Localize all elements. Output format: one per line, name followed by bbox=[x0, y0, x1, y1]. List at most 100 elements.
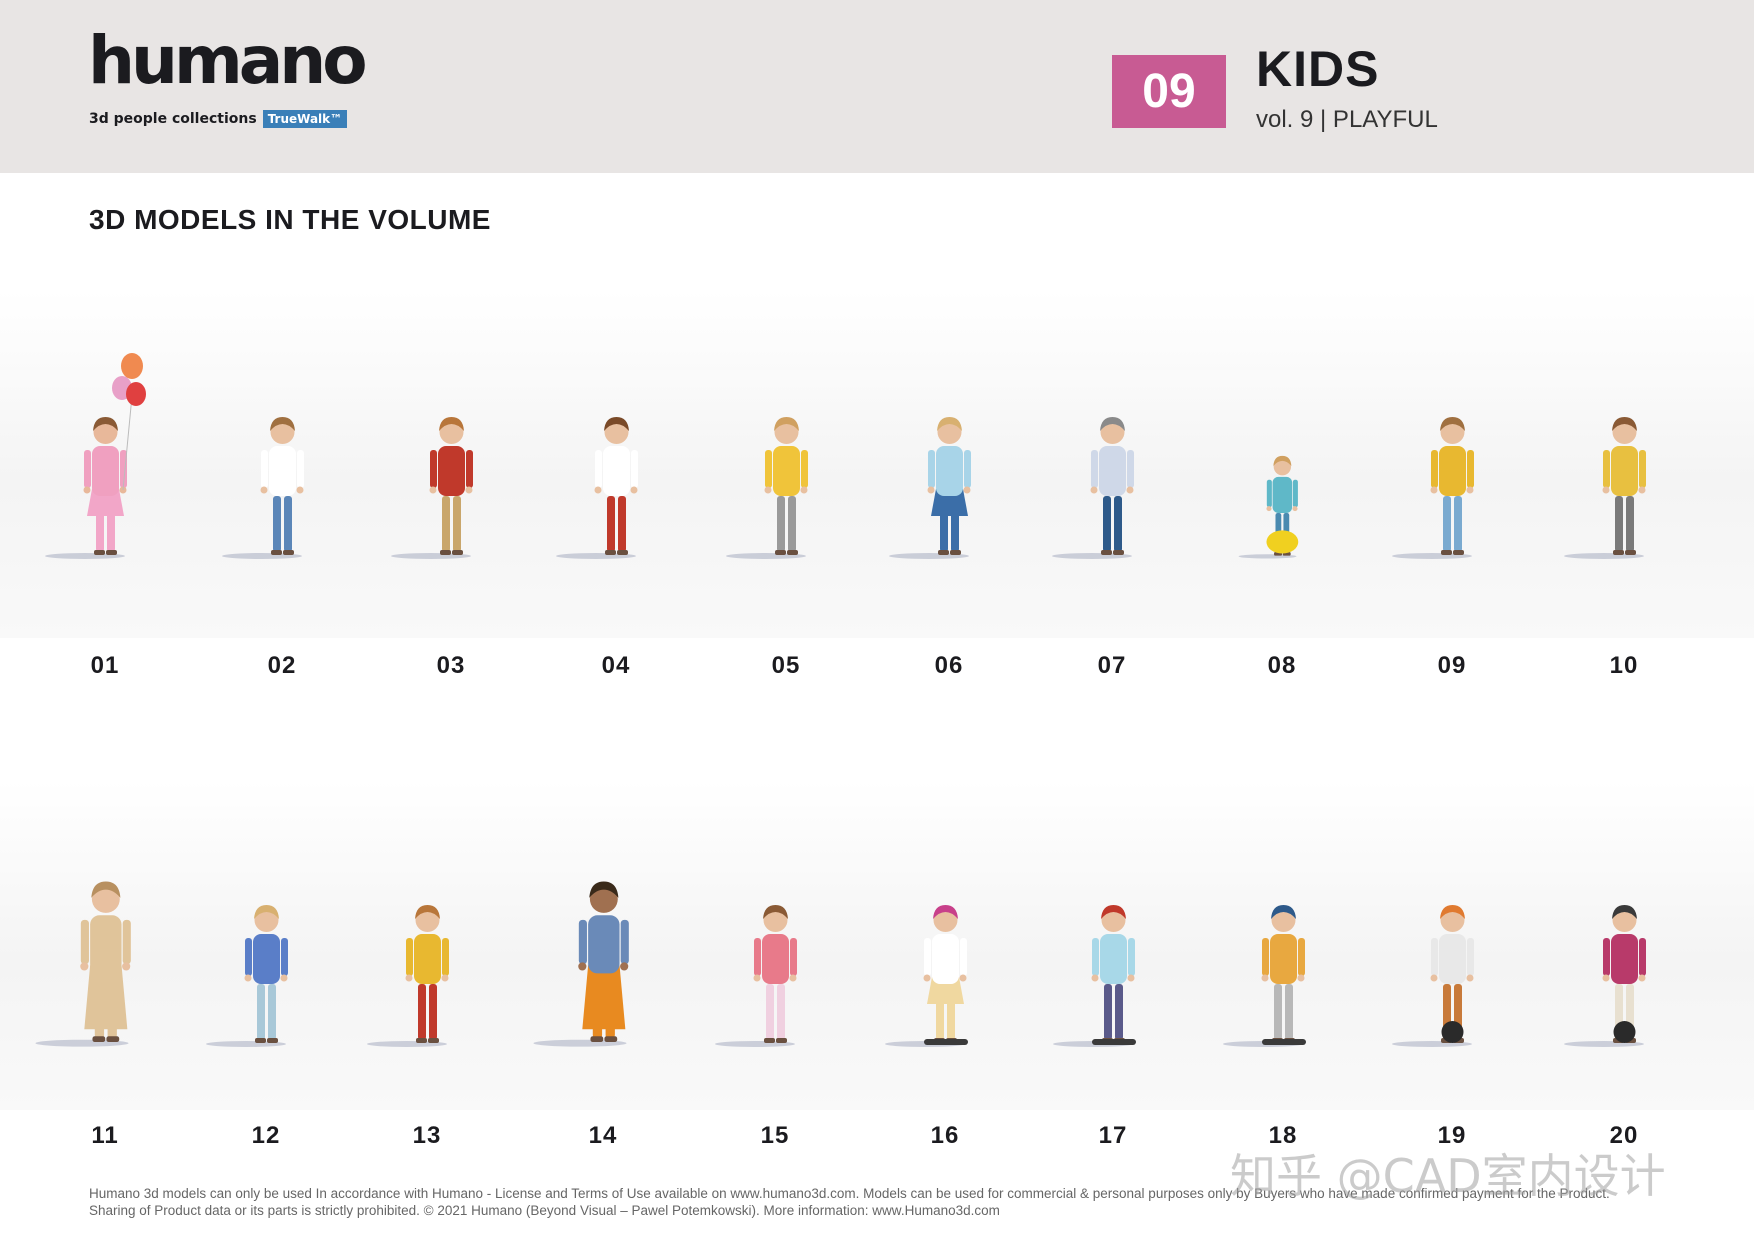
model-shoe bbox=[1613, 550, 1624, 555]
model-torso bbox=[1611, 446, 1638, 496]
model-hair bbox=[1101, 905, 1126, 919]
model-hand bbox=[79, 961, 89, 971]
model-arm bbox=[1298, 938, 1305, 976]
model-hand bbox=[789, 974, 797, 982]
model-label-04: 04 bbox=[601, 652, 631, 679]
unicycle-wheel bbox=[1613, 1021, 1636, 1043]
model-arm bbox=[1467, 450, 1474, 488]
ride-on-toy bbox=[1266, 530, 1299, 554]
model-figure-07 bbox=[1052, 417, 1134, 559]
model-label-15: 15 bbox=[760, 1122, 790, 1149]
model-shadow bbox=[45, 553, 125, 559]
model-leg bbox=[453, 496, 461, 552]
model-torso bbox=[269, 446, 296, 496]
model-head bbox=[1440, 420, 1465, 444]
model-hair bbox=[1440, 905, 1465, 919]
model-label-19: 19 bbox=[1437, 1122, 1467, 1149]
model-hand bbox=[441, 974, 449, 982]
model-torso bbox=[1439, 934, 1466, 984]
watermark: 知乎 @CAD室内设计 bbox=[1230, 1149, 1666, 1203]
model-shoe bbox=[106, 550, 117, 555]
model-torso bbox=[414, 934, 441, 984]
model-label-20: 20 bbox=[1609, 1122, 1639, 1149]
model-figure-11 bbox=[35, 881, 131, 1047]
model-arm bbox=[466, 450, 473, 488]
section-heading: 3D MODELS IN THE VOLUME bbox=[89, 204, 491, 235]
model-arm bbox=[1639, 938, 1646, 976]
model-hair bbox=[1271, 905, 1296, 919]
model-arm bbox=[84, 450, 91, 488]
model-leg bbox=[607, 496, 615, 552]
model-torso bbox=[89, 914, 122, 973]
model-label-11: 11 bbox=[91, 1122, 119, 1149]
model-arm bbox=[1467, 938, 1474, 976]
model-shoe bbox=[787, 550, 798, 555]
model-figure-18 bbox=[1223, 905, 1306, 1047]
model-shadow bbox=[1052, 553, 1132, 559]
model-torso bbox=[1270, 934, 1297, 984]
model-shoe bbox=[617, 550, 628, 555]
model-arm bbox=[122, 919, 131, 964]
model-arm bbox=[765, 450, 772, 488]
model-hand bbox=[121, 961, 131, 971]
model-hair bbox=[91, 881, 121, 898]
model-hand bbox=[619, 961, 629, 971]
model-leg bbox=[1103, 496, 1111, 552]
model-leg bbox=[1443, 496, 1451, 552]
model-shoe bbox=[775, 550, 786, 555]
model-leg bbox=[777, 984, 785, 1040]
model-head bbox=[763, 908, 788, 932]
model-hand bbox=[1127, 974, 1135, 982]
model-shoe bbox=[428, 1038, 439, 1043]
model-hair bbox=[1612, 417, 1637, 431]
model-hand bbox=[630, 486, 638, 494]
model-shoe bbox=[1453, 550, 1464, 555]
model-head bbox=[1271, 908, 1296, 932]
model-arm bbox=[578, 919, 587, 964]
model-arm bbox=[1603, 938, 1610, 976]
hoverboard bbox=[1262, 1039, 1306, 1045]
model-leg bbox=[766, 984, 774, 1040]
model-arm bbox=[790, 938, 797, 976]
model-torso bbox=[587, 914, 620, 973]
model-torso bbox=[253, 934, 280, 984]
model-shoe bbox=[1441, 550, 1452, 555]
model-arm bbox=[430, 450, 437, 488]
model-shadow bbox=[1238, 554, 1297, 559]
model-arm bbox=[1128, 938, 1135, 976]
model-skirt bbox=[84, 964, 128, 1029]
model-arm bbox=[1091, 450, 1098, 488]
model-label-08: 08 bbox=[1267, 652, 1297, 679]
model-label-02: 02 bbox=[267, 652, 297, 679]
model-arm bbox=[281, 938, 288, 976]
model-figure-09 bbox=[1392, 417, 1474, 559]
model-torso bbox=[1439, 446, 1466, 496]
model-shoe bbox=[267, 1038, 278, 1043]
model-hand bbox=[577, 961, 587, 971]
model-figure-19 bbox=[1392, 905, 1474, 1047]
model-hair bbox=[933, 905, 958, 919]
model-torso bbox=[1611, 934, 1638, 984]
logo-tagline: 3d people collections bbox=[89, 111, 257, 127]
model-arm bbox=[120, 450, 127, 488]
model-arm bbox=[754, 938, 761, 976]
model-shadow bbox=[367, 1041, 447, 1047]
model-torso bbox=[92, 446, 119, 496]
model-hand bbox=[1091, 974, 1099, 982]
model-hair bbox=[604, 417, 629, 431]
model-shoe bbox=[283, 550, 294, 555]
model-figure-01 bbox=[45, 353, 146, 559]
model-hand bbox=[800, 486, 808, 494]
logo-wordmark: humano bbox=[88, 22, 368, 99]
model-label-16: 16 bbox=[930, 1122, 960, 1149]
model-leg bbox=[1615, 496, 1623, 552]
model-arm bbox=[1127, 450, 1134, 488]
model-figure-12 bbox=[206, 905, 288, 1047]
model-label-17: 17 bbox=[1098, 1122, 1128, 1149]
model-torso bbox=[936, 446, 963, 496]
model-torso bbox=[438, 446, 465, 496]
model-arm bbox=[1262, 938, 1269, 976]
volume-number-badge: 09 bbox=[1112, 55, 1226, 128]
model-leg bbox=[1285, 984, 1293, 1040]
model-hair bbox=[415, 905, 440, 919]
